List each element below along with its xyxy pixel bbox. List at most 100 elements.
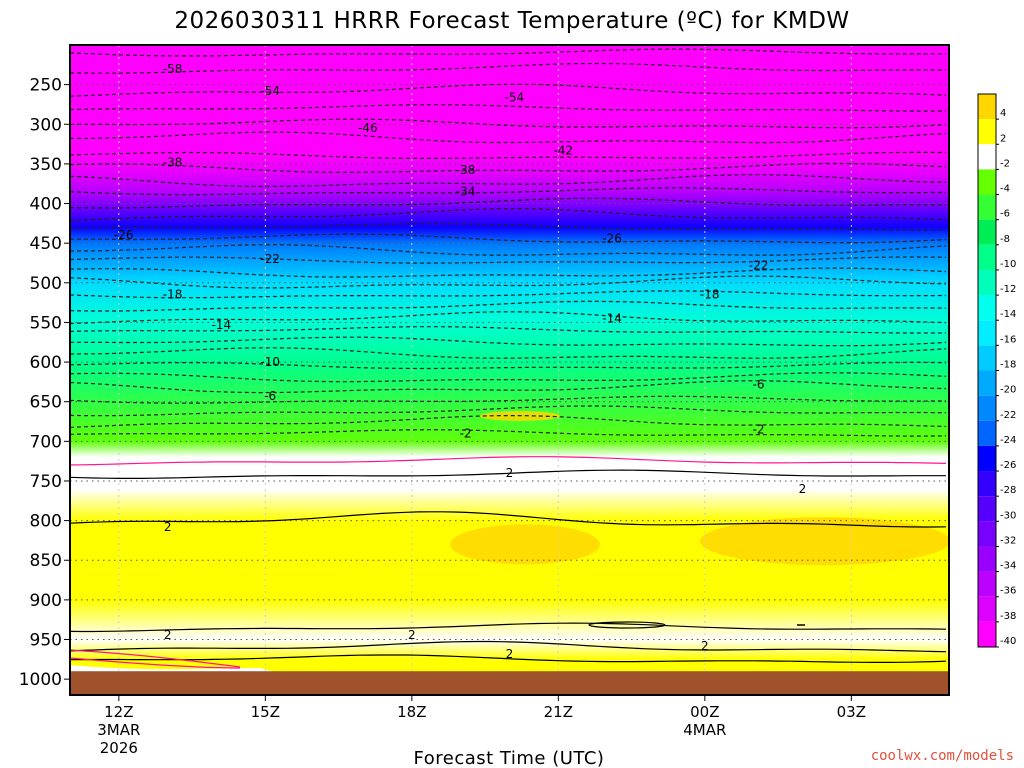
colorbar-label: -4 [1000, 184, 1010, 195]
contour-label: -14 [602, 311, 622, 325]
colorbar-swatch [978, 445, 996, 472]
contour-label: -6 [264, 389, 276, 403]
x-tick-label: 15Z [251, 703, 280, 721]
contour-label: -34 [456, 185, 476, 199]
contour-label: -26 [602, 231, 622, 245]
contour-label: -54 [260, 84, 280, 98]
contour-label: -2 [460, 426, 472, 440]
contour-label: -22 [749, 258, 769, 272]
y-tick-label: 650 [30, 393, 62, 413]
contour-label: 2 [164, 628, 172, 642]
y-tick-label: 700 [30, 432, 62, 452]
contour-label: -22 [260, 252, 280, 266]
contour-line [70, 347, 947, 359]
y-axis-pressure: 1000 950 900 850 800 750 700 650 600 550 500 450 400… [19, 76, 70, 690]
y-tick-label: 600 [30, 353, 62, 373]
colorbar-label: -10 [1000, 259, 1016, 270]
ground-below-surface [70, 671, 949, 695]
contour-label: 2 [701, 639, 709, 653]
y-tick-label: 800 [30, 512, 62, 532]
contour-line [70, 62, 947, 74]
contour-line [70, 244, 947, 256]
contour-line [70, 395, 947, 404]
contour-line [70, 657, 241, 669]
contour-label: -18 [700, 288, 720, 302]
colorbar-swatch [978, 521, 996, 547]
colorbar-label: -14 [1000, 309, 1016, 320]
colorbar-swatch [978, 621, 996, 647]
y-tick-label: 900 [30, 591, 62, 611]
colorbar-swatch [978, 395, 996, 421]
colorbar-label: -32 [1000, 535, 1016, 546]
contour-line [70, 197, 947, 209]
x-tick-label: 03Z [837, 703, 866, 721]
contour-line [70, 131, 947, 144]
contour-line [70, 233, 947, 244]
y-tick-label: 950 [30, 631, 62, 651]
colorbar-label: -8 [1000, 234, 1010, 245]
colorbar-swatch [978, 471, 996, 497]
colorbar-label: -16 [1000, 334, 1016, 345]
contour-labels: -58-54 -54-46-42-38-38-34-26 -26-22 -22-18-… [114, 62, 806, 661]
contour-label: -14 [212, 318, 232, 332]
x-tick-label: 00Z [690, 703, 719, 721]
contour-label: -54 [505, 90, 525, 104]
contour-line [70, 267, 947, 278]
contour-line [588, 621, 666, 629]
colorbar-swatch [978, 496, 996, 522]
y-tick-label: 1000 [19, 670, 62, 690]
warm-patch [450, 524, 600, 565]
colorbar-label: -6 [1000, 209, 1010, 220]
plot-frame [69, 44, 950, 696]
contour-lines [70, 48, 947, 669]
y-tick-label: 550 [30, 313, 62, 333]
contour-label: -18 [163, 288, 183, 302]
contour-line [70, 511, 947, 528]
contour-label: -42 [553, 143, 573, 157]
colorbar-swatch [978, 169, 996, 195]
colorbar-label: -30 [1000, 510, 1016, 521]
contour-line [70, 222, 947, 231]
colorbar-label: -28 [1000, 485, 1016, 496]
contour-line [70, 104, 947, 112]
contour-line [70, 429, 947, 437]
credit-link[interactable]: coolwx.com/models [871, 748, 1014, 764]
contour-line [70, 640, 947, 653]
contour-label: -38 [456, 163, 476, 177]
contour-line [70, 622, 947, 633]
contour-label: 2 [506, 466, 514, 480]
colorbar-swatch [978, 119, 996, 145]
colorbar-swatch [978, 571, 996, 597]
colorbar-swatch [978, 420, 996, 446]
contour-label: 2 [506, 647, 514, 661]
x-axis-label: Forecast Time (UTC) [414, 748, 605, 768]
contour-label: -46 [358, 121, 378, 135]
colorbar-swatch [978, 94, 996, 120]
contour-line [70, 208, 947, 222]
temperature-field [70, 45, 949, 695]
colorbar-swatch [978, 244, 996, 270]
y-tick-label: 250 [30, 76, 62, 96]
colorbar-label: -34 [1000, 561, 1016, 572]
contour-line [70, 469, 946, 479]
contour-line [70, 187, 946, 196]
contour-label: -38 [163, 155, 183, 169]
colorbar-label: -18 [1000, 360, 1016, 371]
colorbar-legend: 4 2 -2 -4 -6 -8 -10 -12 -14 -16 -18 -20 -22 -24 -26 -28… [977, 93, 1016, 648]
contour-line [70, 256, 947, 264]
x-tick-sublabel: 3MAR [97, 721, 140, 739]
colorbar-label: -20 [1000, 385, 1016, 396]
colorbar-label: -24 [1000, 435, 1016, 446]
contour-label: -58 [163, 62, 183, 76]
contour-line [70, 48, 946, 57]
colorbar-swatch [978, 295, 996, 321]
y-tick-label: 500 [30, 274, 62, 294]
contour-line [70, 300, 947, 312]
colorbar-label: 2 [1000, 133, 1006, 144]
contour-line [70, 162, 947, 174]
colorbar-swatch [978, 269, 996, 296]
contour-label: -2 [753, 422, 765, 436]
contour-label: -10 [260, 355, 280, 369]
colorbar-swatch [978, 144, 996, 170]
